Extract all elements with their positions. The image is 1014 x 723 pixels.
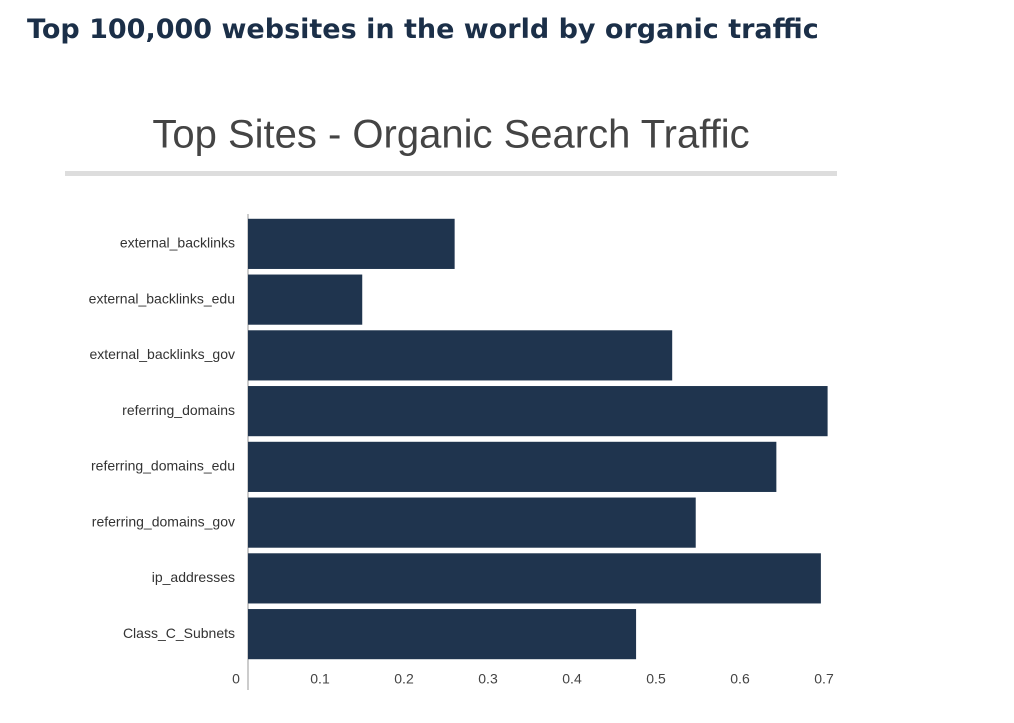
bar xyxy=(248,330,673,381)
bar xyxy=(248,609,637,660)
y-tick-label: external_backlinks_gov xyxy=(89,346,235,362)
y-tick-label: external_backlinks xyxy=(120,235,235,251)
x-tick-label: 0.1 xyxy=(310,671,330,687)
y-tick-label: referring_domains_gov xyxy=(92,513,235,529)
page-title: Top 100,000 websites in the world by org… xyxy=(27,14,819,45)
bar xyxy=(248,274,363,325)
x-tick-label: 0.2 xyxy=(394,671,414,687)
x-tick-label: 0.3 xyxy=(478,671,498,687)
chart-title: Top Sites - Organic Search Traffic xyxy=(152,113,749,157)
y-tick-label: Class_C_Subnets xyxy=(123,625,235,641)
x-tick-label: 0.7 xyxy=(814,671,834,687)
bar xyxy=(248,386,828,437)
y-tick-label: external_backlinks_edu xyxy=(89,290,235,306)
bar xyxy=(248,553,821,604)
y-tick-label: referring_domains_edu xyxy=(91,458,235,474)
x-tick-label: 0 xyxy=(232,671,240,687)
x-tick-label: 0.4 xyxy=(562,671,582,687)
y-tick-label: ip_addresses xyxy=(152,569,235,585)
title-rule xyxy=(65,171,837,176)
x-tick-label: 0.5 xyxy=(646,671,666,687)
bar xyxy=(248,497,696,548)
bar xyxy=(248,441,777,492)
x-tick-label: 0.6 xyxy=(730,671,750,687)
y-tick-label: referring_domains xyxy=(122,402,235,418)
bar xyxy=(248,218,455,269)
